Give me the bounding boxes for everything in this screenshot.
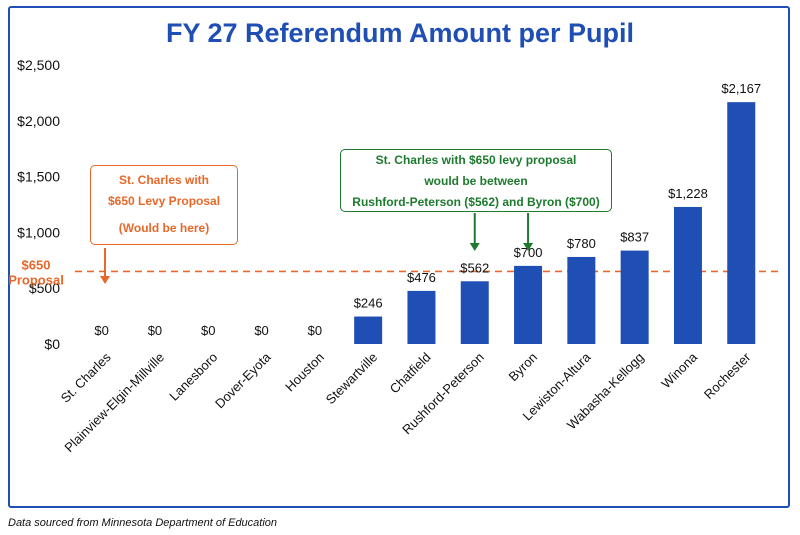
y-tick-label: $2,000 bbox=[17, 113, 60, 129]
category-label: Chatfield bbox=[387, 350, 434, 397]
left-callout-arrow-head bbox=[100, 276, 110, 284]
bar bbox=[407, 290, 436, 344]
source-note: Data sourced from Minnesota Department o… bbox=[8, 517, 278, 529]
y-tick-label: $2,500 bbox=[17, 57, 60, 73]
data-label: $0 bbox=[201, 323, 215, 338]
left-callout-line-1: St. Charles with bbox=[118, 173, 210, 187]
data-label: $562 bbox=[460, 260, 489, 275]
y-tick-label: $500 bbox=[29, 280, 60, 296]
right-callout-arrow-1-head bbox=[469, 243, 480, 251]
category-label: Houston bbox=[282, 350, 327, 395]
data-label: $0 bbox=[254, 323, 268, 338]
left-callout: St. Charles with $650 Levy Proposal (Wou… bbox=[90, 165, 238, 245]
right-callout-arrow-2-head bbox=[523, 243, 534, 251]
bar bbox=[620, 250, 649, 344]
data-label: $2,167 bbox=[721, 81, 761, 96]
data-label: $0 bbox=[148, 323, 162, 338]
bar bbox=[727, 102, 756, 344]
bar bbox=[460, 281, 489, 344]
bar bbox=[673, 206, 702, 344]
right-callout-line-3: Rushford-Peterson ($562) and Byron ($700… bbox=[352, 195, 600, 209]
data-label: $837 bbox=[620, 230, 649, 245]
category-label: Dover-Eyota bbox=[212, 349, 274, 411]
category-label: Byron bbox=[506, 350, 541, 385]
data-label: $476 bbox=[407, 270, 436, 285]
category-label: Winona bbox=[658, 349, 700, 391]
left-callout-line-2: $650 Levy Proposal bbox=[107, 194, 221, 208]
right-callout: St. Charles with $650 levy proposal woul… bbox=[340, 149, 612, 212]
data-label: $1,228 bbox=[668, 186, 708, 201]
bar bbox=[354, 316, 383, 344]
data-label: $780 bbox=[567, 236, 596, 251]
bar-chart: $0 $500 $1,000 $1,500 $2,000 $2,500 $650Propos… bbox=[8, 57, 783, 456]
y-tick-label: $0 bbox=[44, 336, 60, 352]
right-callout-line-2: would be between bbox=[424, 174, 528, 188]
proposal-label-text: Proposal bbox=[8, 272, 64, 287]
data-label: $246 bbox=[354, 296, 383, 311]
category-label: Plainview-Elgin-Millville bbox=[61, 350, 167, 456]
category-label: Stewartville bbox=[323, 350, 381, 408]
category-label: St. Charles bbox=[58, 349, 114, 405]
bar bbox=[567, 256, 596, 344]
proposal-label-amount: $650 bbox=[22, 257, 51, 272]
chart-frame bbox=[8, 6, 790, 508]
y-tick-label: $1,000 bbox=[17, 224, 60, 240]
bar bbox=[514, 265, 543, 344]
chart-title: FY 27 Referendum Amount per Pupil bbox=[165, 18, 635, 48]
data-label: $700 bbox=[514, 245, 543, 260]
data-label: $0 bbox=[94, 323, 108, 338]
left-callout-line-3: (Would be here) bbox=[118, 221, 210, 235]
right-callout-line-1: St. Charles with $650 levy proposal bbox=[375, 153, 577, 167]
data-label: $0 bbox=[308, 323, 322, 338]
category-label: Lanesboro bbox=[166, 350, 220, 404]
y-tick-label: $1,500 bbox=[17, 169, 60, 185]
category-label: Rochester bbox=[701, 349, 754, 402]
